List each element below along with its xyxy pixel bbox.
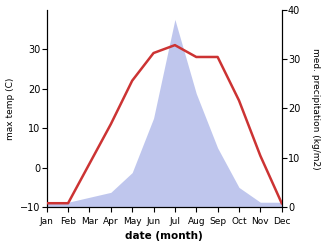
Y-axis label: med. precipitation (kg/m2): med. precipitation (kg/m2)	[311, 48, 320, 169]
X-axis label: date (month): date (month)	[126, 231, 203, 242]
Y-axis label: max temp (C): max temp (C)	[6, 77, 15, 140]
